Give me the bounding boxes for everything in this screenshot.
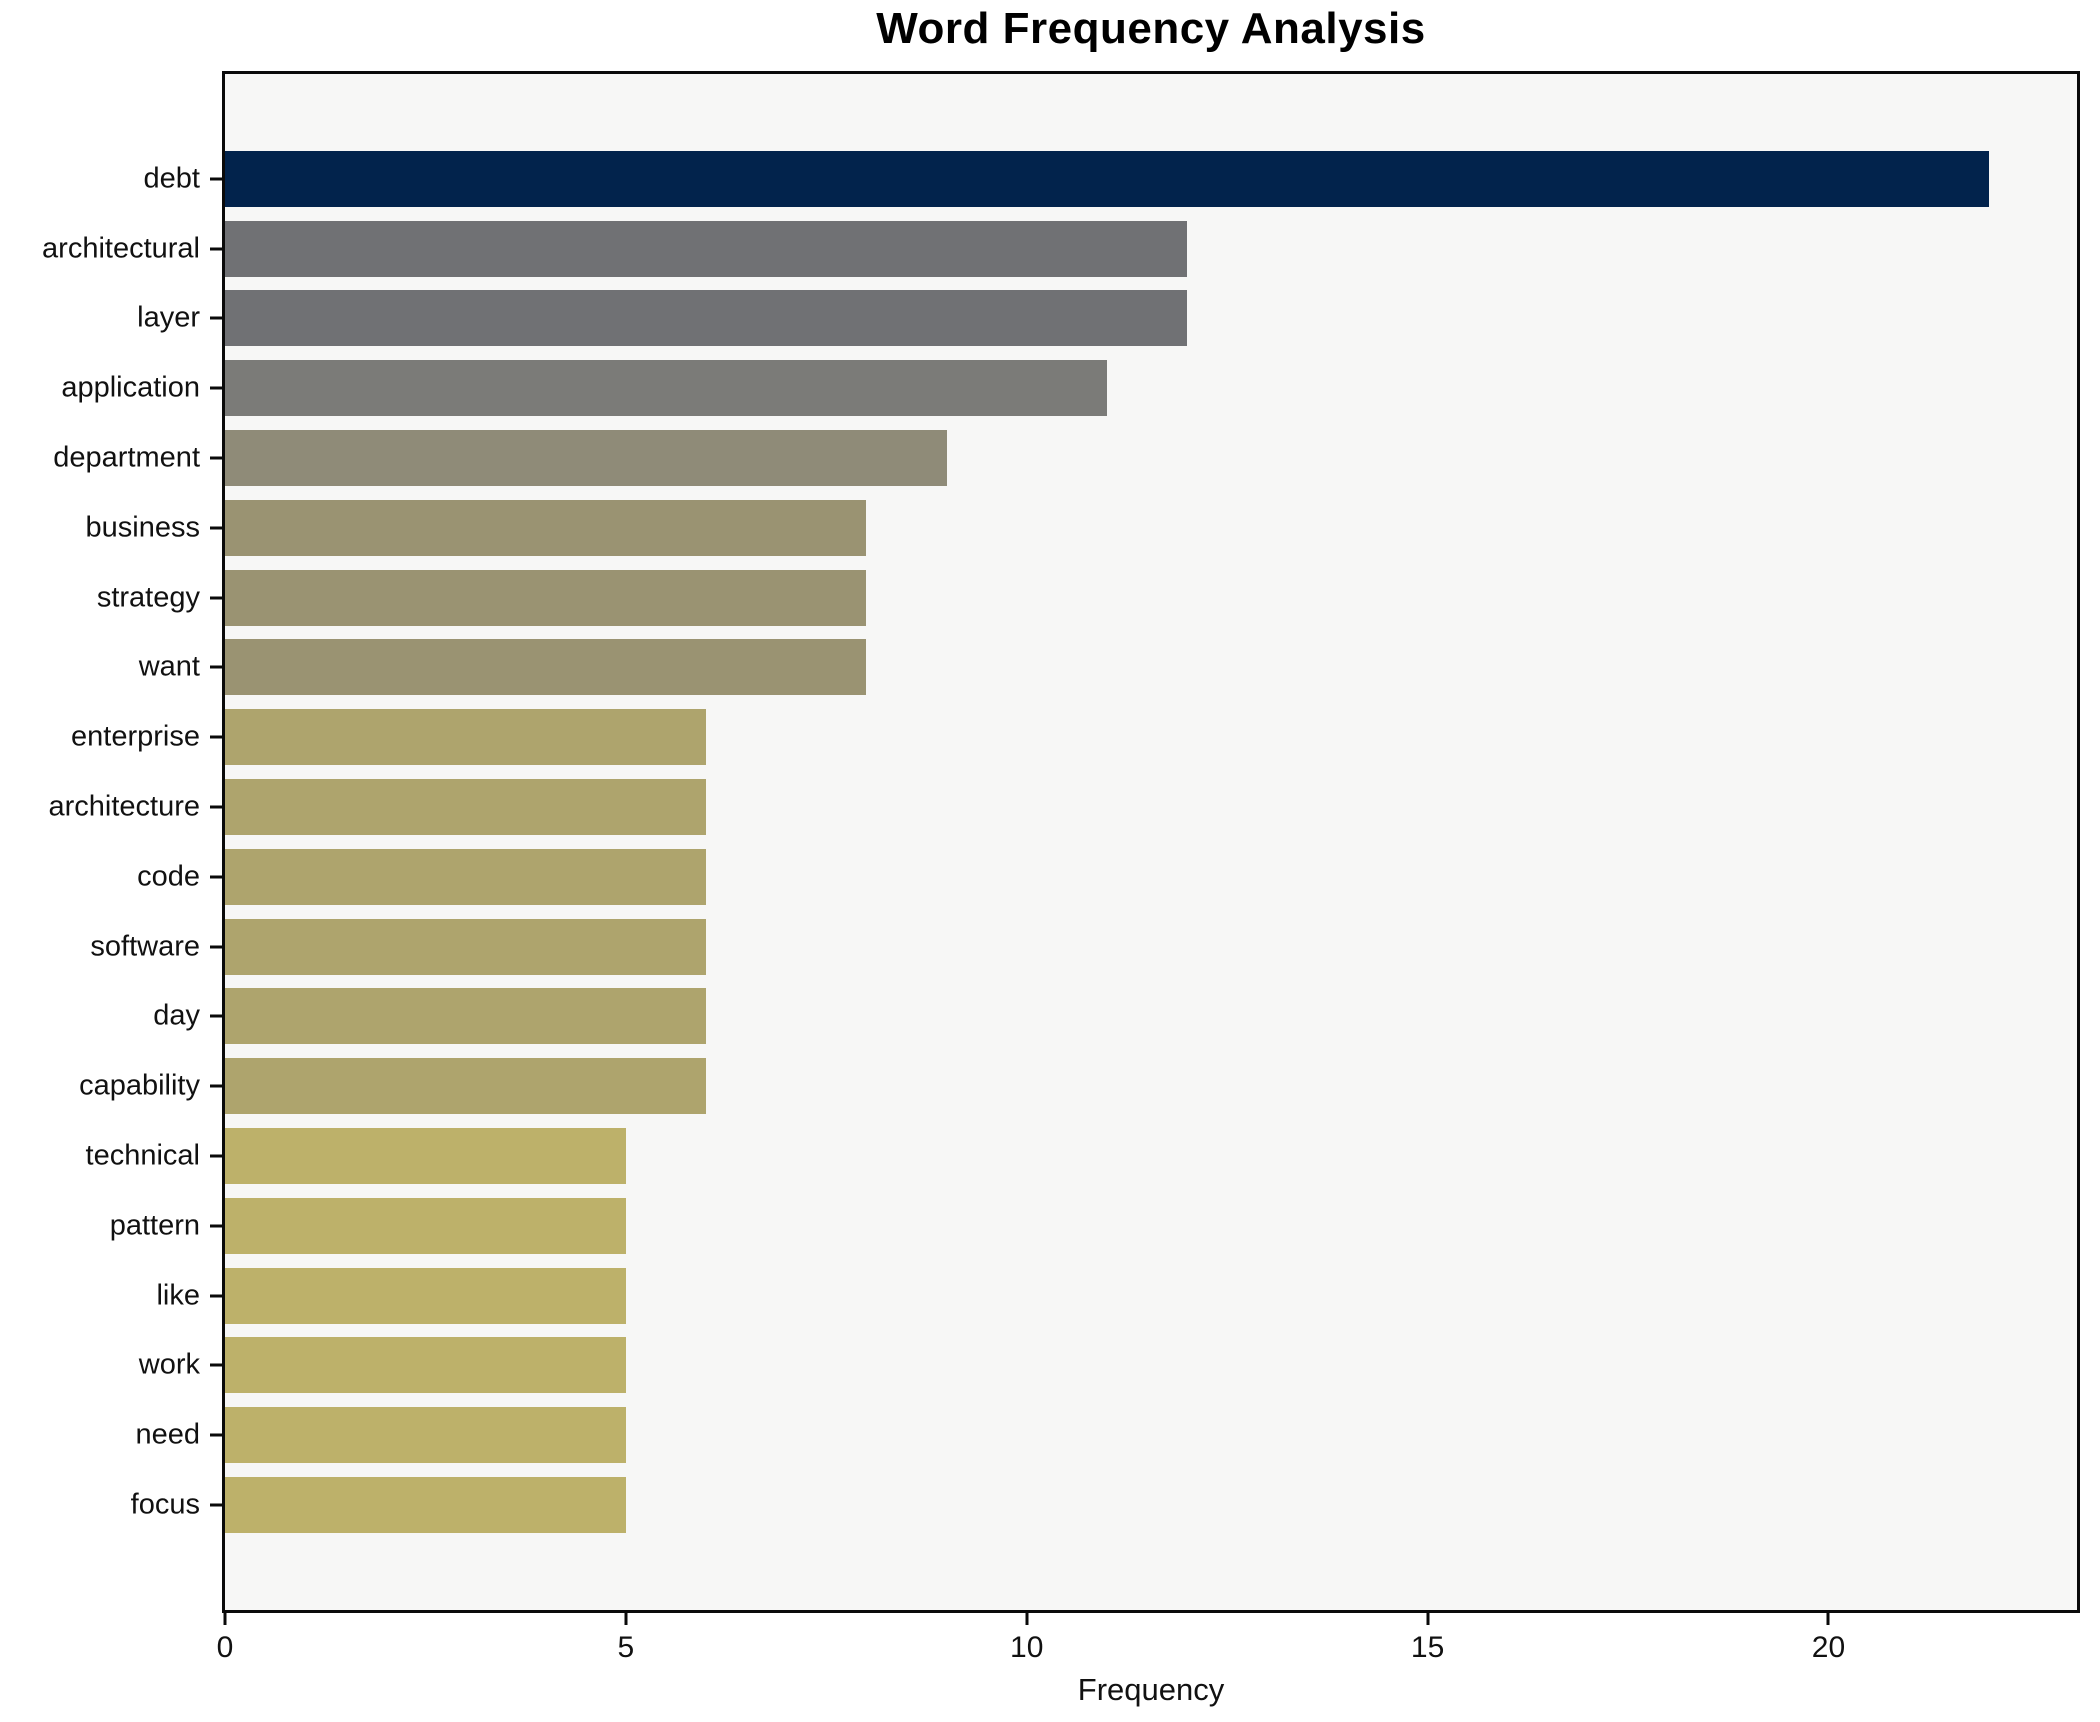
y-tick-mark xyxy=(210,526,222,530)
y-tick-mark xyxy=(210,247,222,251)
y-tick-label: code xyxy=(137,860,200,893)
bar-architecture xyxy=(225,779,707,836)
x-tick-mark xyxy=(223,1613,227,1625)
y-tick-label: layer xyxy=(137,301,200,334)
bar-row: department xyxy=(53,423,2077,493)
chart-title: Word Frequency Analysis xyxy=(876,4,1426,53)
y-tick-label: work xyxy=(138,1348,200,1381)
bar-row: architectural xyxy=(42,214,2077,284)
bar-technical xyxy=(225,1128,626,1185)
y-tick-label: architecture xyxy=(48,790,200,823)
y-tick-mark xyxy=(210,1294,222,1298)
bar-row: business xyxy=(86,493,2077,563)
bar-pattern xyxy=(225,1197,626,1254)
bar-need xyxy=(225,1407,626,1464)
bar-row: focus xyxy=(131,1470,2077,1540)
y-tick-label: software xyxy=(90,930,200,963)
bar-row: technical xyxy=(86,1121,2077,1191)
y-tick-mark xyxy=(210,316,222,320)
bar-row: architecture xyxy=(48,772,2077,842)
y-tick-mark xyxy=(210,596,222,600)
bar-row: application xyxy=(61,353,2077,423)
x-tick-label: 0 xyxy=(216,1631,234,1664)
bar-row: layer xyxy=(137,284,2077,354)
y-tick-label: want xyxy=(138,650,200,683)
y-tick-mark xyxy=(210,735,222,739)
x-tick-mark xyxy=(624,1613,628,1625)
y-tick-label: debt xyxy=(143,162,200,195)
bar-software xyxy=(225,918,707,975)
x-axis-label: Frequency xyxy=(1077,1672,1225,1707)
x-tick-label: 5 xyxy=(617,1631,635,1664)
bar-row: pattern xyxy=(110,1191,2077,1261)
bar-day xyxy=(225,988,707,1045)
y-tick-label: business xyxy=(85,511,200,544)
bar-row: debt xyxy=(144,144,2077,214)
y-tick-label: like xyxy=(156,1279,200,1312)
y-tick-label: strategy xyxy=(96,581,200,614)
bar-capability xyxy=(225,1058,707,1115)
y-tick-label: department xyxy=(53,441,200,474)
y-tick-mark xyxy=(210,1014,222,1018)
bar-row: capability xyxy=(79,1051,2077,1121)
bar-row: software xyxy=(90,912,2077,982)
y-tick-mark xyxy=(210,1224,222,1228)
bar-row: need xyxy=(135,1400,2077,1470)
x-axis: 0 5 10 15 20 xyxy=(217,1613,2077,1673)
y-tick-mark xyxy=(210,1154,222,1158)
y-tick-label: pattern xyxy=(109,1209,200,1242)
bar-row: day xyxy=(153,982,2077,1052)
bar-row: enterprise xyxy=(71,702,2077,772)
y-tick-label: technical xyxy=(85,1139,200,1172)
y-tick-mark xyxy=(210,386,222,390)
bar-layer xyxy=(225,290,1188,347)
x-tick-label: 20 xyxy=(1811,1631,1846,1664)
x-tick-mark xyxy=(1426,1613,1430,1625)
bar-want xyxy=(225,639,867,696)
x-tick-mark xyxy=(1826,1613,1830,1625)
bars-container: debt architectural layer application departm… xyxy=(42,74,2077,1610)
bar-enterprise xyxy=(225,709,707,766)
x-tick-label: 15 xyxy=(1410,1631,1445,1664)
y-tick-mark xyxy=(210,1433,222,1437)
bar-row: like xyxy=(156,1261,2077,1331)
y-tick-label: architectural xyxy=(42,232,200,265)
bar-code xyxy=(225,848,707,905)
x-tick-label: 10 xyxy=(1010,1631,1044,1664)
y-tick-mark xyxy=(210,1363,222,1367)
y-tick-label: application xyxy=(61,371,200,404)
y-tick-mark xyxy=(210,875,222,879)
bar-work xyxy=(225,1337,626,1394)
y-tick-mark xyxy=(210,805,222,809)
bar-debt xyxy=(225,150,1989,207)
bar-business xyxy=(225,499,867,556)
y-tick-mark xyxy=(210,665,222,669)
bar-application xyxy=(225,360,1107,417)
y-tick-label: capability xyxy=(79,1069,200,1102)
bar-department xyxy=(225,430,947,487)
bar-row: strategy xyxy=(97,563,2077,633)
y-tick-mark xyxy=(210,1084,222,1088)
plot-area: debt architectural layer application departm… xyxy=(42,71,2080,1613)
y-tick-label: need xyxy=(135,1418,200,1451)
bar-focus xyxy=(225,1477,626,1534)
y-tick-mark xyxy=(210,177,222,181)
bar-architectural xyxy=(225,220,1188,277)
y-tick-mark xyxy=(210,1503,222,1507)
bar-strategy xyxy=(225,569,867,626)
y-tick-label: day xyxy=(153,999,200,1032)
y-tick-label: enterprise xyxy=(71,720,200,753)
bar-row: want xyxy=(139,633,2077,703)
bar-row: code xyxy=(137,842,2077,912)
y-tick-mark xyxy=(210,456,222,460)
y-tick-label: focus xyxy=(130,1488,200,1521)
bar-row: work xyxy=(139,1331,2077,1401)
x-tick-mark xyxy=(1025,1613,1029,1625)
y-tick-mark xyxy=(210,945,222,949)
bar-like xyxy=(225,1267,626,1324)
